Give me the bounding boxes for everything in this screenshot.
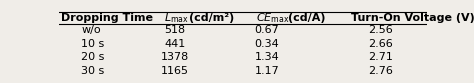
Text: 10 s: 10 s — [82, 39, 105, 49]
Text: 1.17: 1.17 — [255, 66, 279, 76]
Text: 2.71: 2.71 — [368, 52, 393, 62]
Text: 1165: 1165 — [161, 66, 189, 76]
Text: $\mathit{CE}_{\mathrm{max}}$: $\mathit{CE}_{\mathrm{max}}$ — [256, 11, 289, 25]
Text: (cd/m²): (cd/m²) — [189, 13, 234, 23]
Text: w/o: w/o — [82, 25, 101, 35]
Text: 1.34: 1.34 — [255, 52, 279, 62]
Text: 518: 518 — [164, 25, 185, 35]
Text: Turn-On Voltage (V): Turn-On Voltage (V) — [351, 13, 474, 23]
Text: 441: 441 — [164, 39, 186, 49]
Text: 0.34: 0.34 — [255, 39, 279, 49]
Text: 2.66: 2.66 — [368, 39, 393, 49]
Text: (cd/A): (cd/A) — [288, 13, 326, 23]
Text: 30 s: 30 s — [82, 66, 105, 76]
Text: 20 s: 20 s — [82, 52, 105, 62]
Text: 1378: 1378 — [161, 52, 189, 62]
Text: 0.67: 0.67 — [255, 25, 279, 35]
Text: 2.56: 2.56 — [368, 25, 393, 35]
Text: 2.76: 2.76 — [368, 66, 393, 76]
Text: $\mathit{L}_{\mathrm{max}}$: $\mathit{L}_{\mathrm{max}}$ — [164, 11, 189, 25]
Text: Dropping Time: Dropping Time — [61, 13, 153, 23]
